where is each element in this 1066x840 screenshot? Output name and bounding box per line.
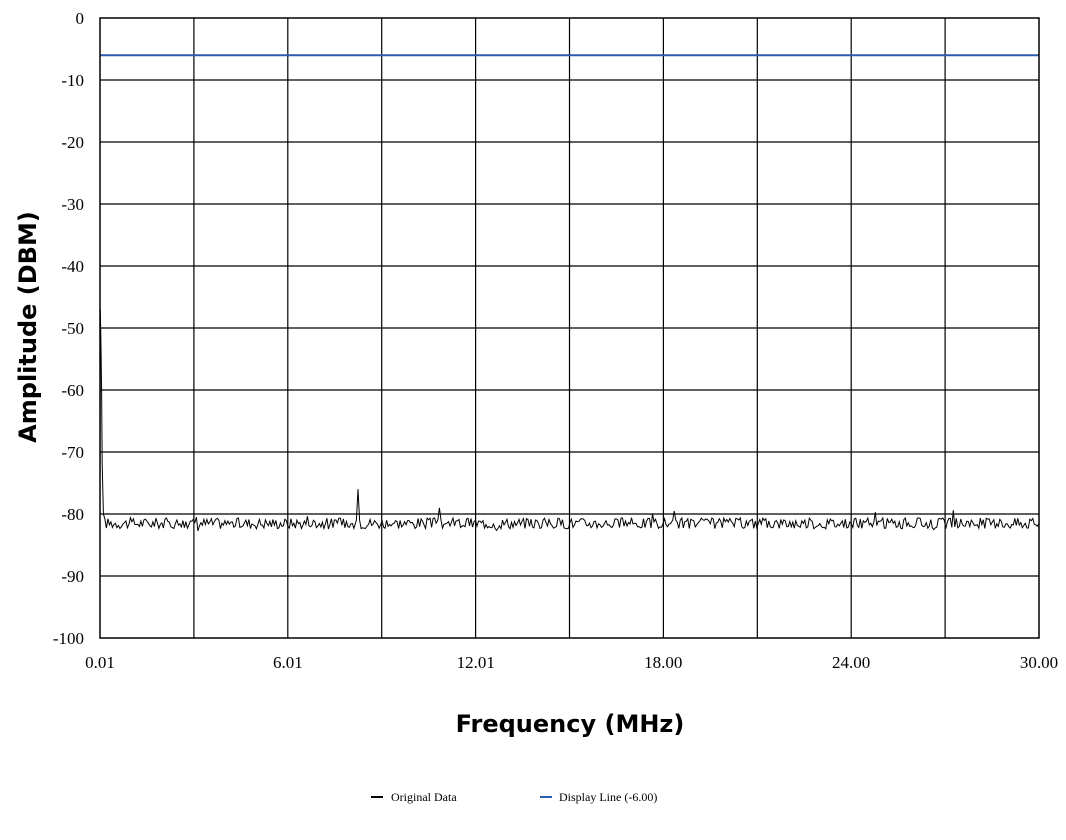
y-tick-label: -80 — [61, 505, 84, 524]
grid — [100, 18, 1039, 638]
legend-label-original-data: Original Data — [391, 790, 457, 804]
legend: Original Data Display Line (-6.00) — [371, 790, 657, 804]
y-tick-label: -100 — [53, 629, 84, 648]
x-tick-label: 0.01 — [85, 653, 115, 672]
y-tick-label: -90 — [61, 567, 84, 586]
y-tick-label: -10 — [61, 71, 84, 90]
y-tick-label: -30 — [61, 195, 84, 214]
y-tick-label: 0 — [76, 9, 85, 28]
y-tick-label: -70 — [61, 443, 84, 462]
y-tick-label: -20 — [61, 133, 84, 152]
series-layer — [99, 54, 1040, 532]
plot-frame — [99, 17, 1040, 639]
x-tick-labels: 0.01 6.01 12.01 18.00 24.00 30.00 — [85, 653, 1058, 672]
x-axis-title: Frequency (MHz) — [456, 710, 685, 738]
y-tick-label: -50 — [61, 319, 84, 338]
series-original-data — [99, 309, 1040, 532]
legend-label-display-line: Display Line (-6.00) — [559, 790, 657, 804]
x-tick-label: 30.00 — [1020, 653, 1058, 672]
y-tick-label: -60 — [61, 381, 84, 400]
x-tick-label: 12.01 — [457, 653, 495, 672]
y-tick-labels: 0 -10 -20 -30 -40 -50 -60 -70 -80 -90 -100 — [53, 9, 84, 648]
x-tick-label: 24.00 — [832, 653, 870, 672]
x-tick-label: 6.01 — [273, 653, 303, 672]
plot-border — [99, 17, 1040, 639]
y-tick-label: -40 — [61, 257, 84, 276]
x-tick-label: 18.00 — [644, 653, 682, 672]
y-axis-title: Amplitude (DBM) — [14, 211, 42, 443]
